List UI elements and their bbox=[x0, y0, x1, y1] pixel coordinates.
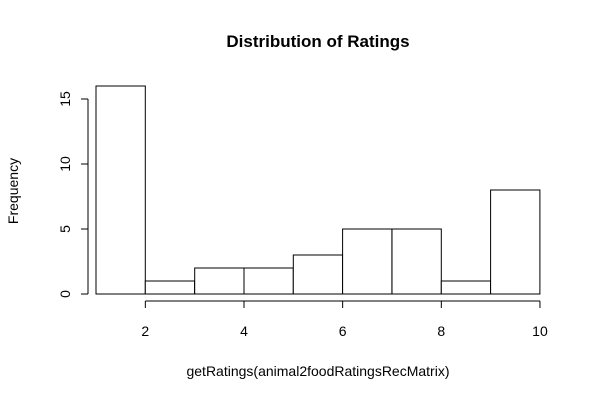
histogram-bar-8 bbox=[440, 280, 492, 295]
histogram-bar-7 bbox=[391, 228, 442, 295]
y-tick-label-15: 15 bbox=[57, 91, 73, 107]
histogram-bar-6 bbox=[342, 228, 393, 295]
y-tick-label-0: 0 bbox=[57, 290, 73, 298]
histogram-bar-1 bbox=[95, 85, 146, 295]
histogram-bar-5 bbox=[292, 254, 344, 295]
x-tick-label-10: 10 bbox=[532, 323, 548, 339]
x-tick-label-8: 8 bbox=[437, 323, 445, 339]
x-tick-label-4: 4 bbox=[240, 323, 248, 339]
histogram-bar-2 bbox=[144, 280, 196, 295]
x-axis: 2 4 6 8 10 bbox=[141, 300, 548, 339]
histogram-bar-3 bbox=[194, 267, 245, 295]
histogram-bar-4 bbox=[243, 267, 294, 295]
chart-title: Distribution of Ratings bbox=[226, 32, 409, 51]
x-tick-label-2: 2 bbox=[141, 323, 149, 339]
y-axis-label: Frequency bbox=[5, 158, 21, 224]
x-axis-label: getRatings(animal2foodRatingsRecMatrix) bbox=[186, 363, 449, 379]
x-tick-label-6: 6 bbox=[339, 323, 347, 339]
bars-group bbox=[95, 85, 541, 295]
y-tick-label-5: 5 bbox=[57, 225, 73, 233]
y-axis: 0 5 10 15 bbox=[57, 91, 89, 298]
histogram-bar-9 bbox=[490, 189, 541, 295]
y-tick-label-10: 10 bbox=[57, 156, 73, 172]
